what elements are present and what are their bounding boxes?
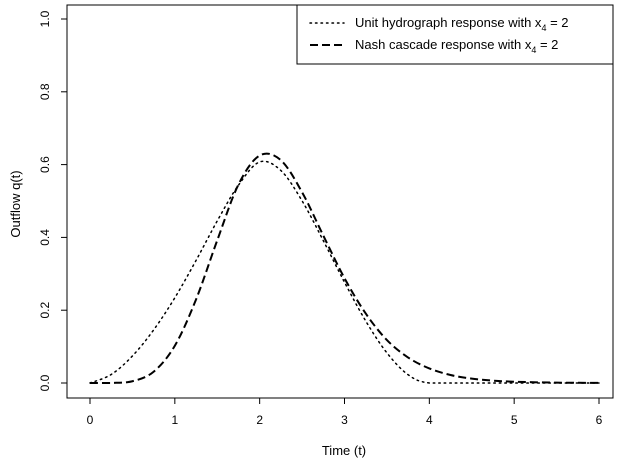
x-tick-label: 4 [426, 413, 433, 427]
series-nash-cascade-line [89, 152, 600, 384]
series-unit-hydrograph-line [89, 160, 600, 384]
legend: Unit hydrograph response with x4 = 2 Nas… [296, 4, 614, 65]
legend-entry-2-subscript: 4 [531, 45, 536, 55]
legend-entry-1-suffix: = 2 [546, 15, 568, 30]
x-tick-label: 1 [171, 413, 178, 427]
y-tick-label: 0.6 [38, 156, 52, 173]
legend-box [296, 4, 614, 65]
legend-entry-1-subscript: 4 [541, 23, 546, 33]
legend-entry-1-prefix: Unit hydrograph response with x [355, 15, 542, 30]
y-axis-title: Outflow q(t) [8, 170, 23, 237]
y-tick-label: 0.8 [38, 83, 52, 100]
x-tick-label: 2 [256, 413, 263, 427]
y-tick-label: 0.0 [38, 374, 52, 391]
x-tick-label: 3 [341, 413, 348, 427]
legend-entry-2-suffix: = 2 [536, 37, 558, 52]
legend-entry-nash-cascade: Nash cascade response with x4 = 2 [355, 37, 558, 55]
series-layer [89, 152, 600, 384]
legend-entry-2-prefix: Nash cascade response with x [355, 37, 532, 52]
x-tick-label: 6 [596, 413, 603, 427]
x-tick-label: 5 [511, 413, 518, 427]
legend-entry-unit-hydrograph: Unit hydrograph response with x4 = 2 [355, 15, 569, 33]
y-tick-label: 0.4 [38, 229, 52, 246]
x-axis: 0 1 2 3 4 5 6 [87, 397, 603, 427]
x-axis-title: Time (t) [322, 443, 366, 458]
y-axis: 0.0 0.2 0.4 0.6 0.8 1.0 [38, 10, 68, 391]
x-tick-label: 0 [87, 413, 94, 427]
y-tick-label: 1.0 [38, 10, 52, 27]
y-tick-label: 0.2 [38, 302, 52, 319]
